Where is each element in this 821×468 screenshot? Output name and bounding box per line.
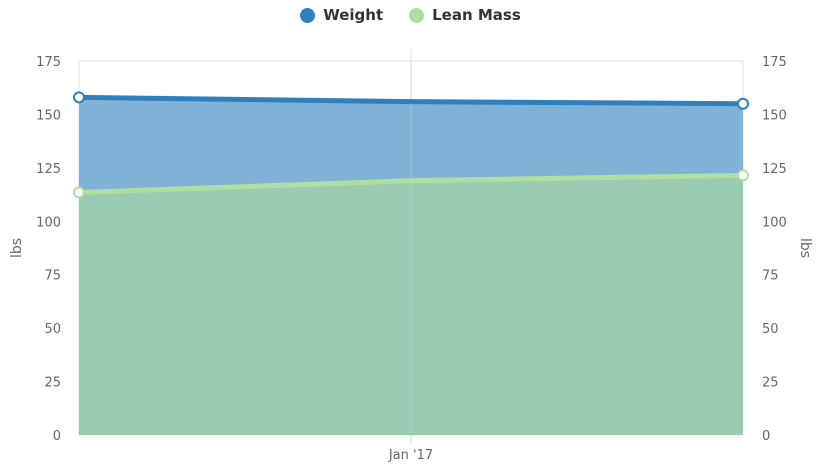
y-axis-left-title: lbs: [9, 238, 25, 258]
chart-legend: Weight Lean Mass: [0, 6, 821, 24]
series-areas: [79, 61, 743, 436]
legend-label-lean-mass: Lean Mass: [432, 6, 521, 24]
y-axis-right-ticks: 0 25 50 75 100 125 150 175: [762, 55, 787, 444]
y-tick-left-label: 150: [36, 108, 61, 123]
y-tick-right-label: 0: [762, 429, 770, 444]
y-tick-left-label: 175: [36, 55, 61, 70]
point-lean-mass: [737, 169, 749, 182]
y-tick-left-label: 75: [44, 269, 61, 284]
x-axis-ticks: Jan '17: [388, 435, 433, 463]
y-tick-right-label: 150: [762, 108, 787, 123]
y-axis-right-title: lbs: [797, 238, 813, 258]
legend-swatch-weight: [300, 7, 316, 23]
series-points: [73, 91, 749, 199]
point-lean-mass: [73, 186, 85, 199]
y-tick-right-label: 175: [762, 55, 787, 70]
y-axis-left-ticks: 0 25 50 75 100 125 150 175: [36, 55, 61, 444]
point-weight: [737, 97, 749, 110]
y-tick-left-label: 100: [36, 215, 61, 230]
legend-swatch-lean-mass: [409, 7, 425, 23]
y-tick-left-label: 0: [53, 429, 61, 444]
y-tick-right-label: 75: [762, 269, 779, 284]
y-tick-right-label: 25: [762, 376, 779, 391]
y-tick-right-label: 50: [762, 322, 779, 337]
y-tick-left-label: 25: [44, 376, 61, 391]
legend-item-weight[interactable]: Weight: [300, 6, 383, 24]
y-tick-left-label: 125: [36, 162, 61, 177]
y-tick-left-label: 50: [44, 322, 61, 337]
legend-item-lean-mass[interactable]: Lean Mass: [409, 6, 521, 24]
line-lean-mass: [78, 172, 744, 195]
y-tick-right-label: 125: [762, 162, 787, 177]
y-tick-right-label: 100: [762, 215, 787, 230]
line-weight: [78, 94, 744, 107]
point-weight: [73, 91, 85, 104]
legend-label-weight: Weight: [323, 6, 384, 24]
series-lines: [78, 94, 744, 195]
x-tick-label: Jan '17: [388, 448, 433, 463]
